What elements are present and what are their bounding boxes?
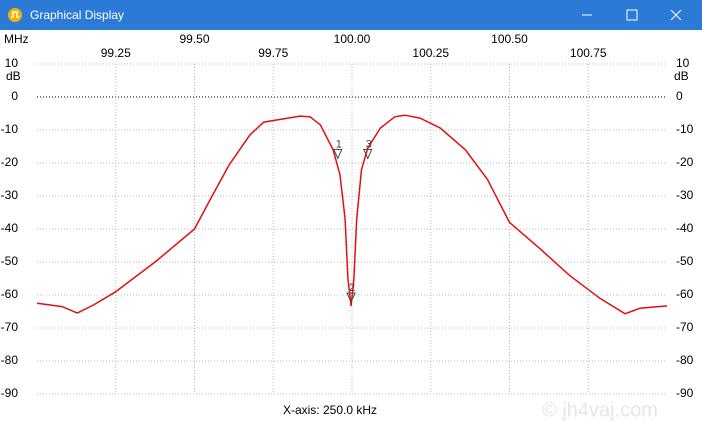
y-tick-label: -90 [1,386,19,400]
trace [36,114,668,315]
y-tick-label: -50 [1,254,19,268]
y-tick-label-right: 10 [676,56,690,70]
watermark: © jh4vaj.com [542,399,658,421]
y-tick-label: -10 [1,122,19,136]
y-tick-label-right: -20 [676,155,694,169]
marker [346,292,356,304]
y-tick-label: -20 [1,155,19,169]
window-title: Graphical Display [30,8,124,22]
y-tick-label: 10 [5,56,19,70]
y-tick-label-right: -70 [676,320,694,334]
y-tick-label-right: -80 [676,353,694,367]
marker-label: 3 [366,138,372,150]
y-tick-label: -70 [1,320,19,334]
y-tick-label: -40 [1,221,19,235]
y-tick-label: -80 [1,353,19,367]
x-tick-label: 99.50 [179,32,209,46]
y-unit-right: dB [674,69,689,83]
marker [362,148,373,160]
x-unit: MHz [4,32,29,46]
y-tick-label-right: 0 [676,89,683,103]
x-tick-label: 99.25 [101,46,131,60]
y-tick-label-right: -40 [676,221,694,235]
marker-label: 1 [336,138,342,150]
maximize-button[interactable] [626,9,638,21]
x-tick-label: 100.75 [570,46,607,60]
y-tick-label-right: -60 [676,287,694,301]
y-tick-label-right: -90 [676,386,694,400]
y-tick-label: -60 [1,287,19,301]
y-tick-label: -30 [1,188,19,202]
y-tick-label-right: -10 [676,122,694,136]
x-tick-label: 99.75 [258,46,288,60]
y-tick-label-right: -30 [676,188,694,202]
marker-label: 2 [349,282,355,294]
y-tick-label-right: -50 [676,254,694,268]
marker [333,148,343,160]
y-tick-label: 0 [11,89,18,103]
close-button[interactable] [670,9,682,21]
y-unit-left: dB [6,69,21,83]
x-axis-footer: X-axis: 250.0 kHz [283,403,377,417]
app-icon [8,8,22,22]
app-icon-glyph [11,11,19,18]
x-tick-label: 100.50 [491,32,528,46]
x-tick-label: 100.00 [334,32,371,46]
x-tick-label: 100.25 [412,46,449,60]
